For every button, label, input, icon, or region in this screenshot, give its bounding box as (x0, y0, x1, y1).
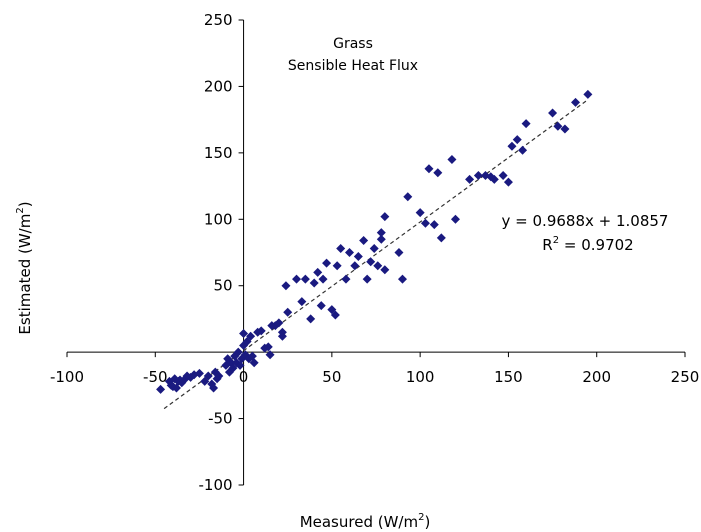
data-point (521, 119, 531, 129)
y-tick-label: -50 (208, 410, 233, 428)
data-point (283, 307, 293, 317)
data-point (507, 141, 517, 151)
data-point (376, 234, 386, 244)
regression-equation: y = 0.9688x + 1.0857 (502, 212, 669, 230)
data-point (281, 281, 291, 291)
data-point (156, 384, 166, 394)
data-point (332, 261, 342, 271)
data-point (353, 251, 363, 261)
y-tick-label: -100 (199, 476, 233, 494)
x-tick-label: 0 (239, 368, 249, 386)
data-point (394, 248, 404, 257)
data-point (203, 371, 213, 381)
y-tick-label: 250 (204, 11, 233, 29)
data-point (171, 383, 181, 393)
data-point (313, 267, 323, 277)
data-point (263, 342, 273, 352)
data-point (235, 360, 245, 370)
data-point (246, 331, 256, 341)
data-point (336, 244, 346, 254)
data-point (415, 208, 425, 218)
data-point (316, 301, 326, 311)
data-point (465, 174, 475, 184)
data-point (518, 145, 528, 155)
data-point (433, 168, 443, 178)
data-point (366, 257, 376, 267)
data-point (297, 297, 307, 307)
y-tick-label: 100 (204, 210, 233, 228)
data-point (345, 248, 355, 257)
y-tick-label: 200 (204, 77, 233, 95)
y-axis-title: Estimated (W/m2) (15, 201, 34, 334)
data-point (362, 274, 372, 284)
data-point (553, 121, 563, 131)
data-point (249, 358, 259, 368)
data-point (341, 274, 351, 284)
data-point (274, 318, 284, 328)
data-point (560, 124, 570, 134)
data-point (350, 261, 360, 271)
x-tick-label: 200 (582, 368, 611, 386)
data-point (512, 135, 522, 145)
x-tick-label: 250 (671, 368, 700, 386)
data-point (420, 218, 430, 228)
data-point (214, 371, 224, 381)
x-tick-label: 150 (494, 368, 523, 386)
data-point (429, 220, 439, 230)
data-point (450, 214, 460, 224)
y-tick-label: 150 (204, 144, 233, 162)
data-point (300, 274, 310, 284)
data-point (239, 329, 249, 339)
data-points (156, 89, 593, 394)
x-tick-label: -50 (143, 368, 168, 386)
tick-labels: -100 -50 0 50 100 150 200 250 -100 -50 50 100 150 200… (50, 11, 699, 494)
data-point (380, 212, 390, 222)
data-point (403, 192, 413, 202)
data-point (194, 368, 204, 378)
data-point (322, 258, 332, 268)
chart-subtitle: Sensible Heat Flux (288, 58, 418, 74)
data-point (233, 347, 243, 357)
r-squared-label: R2 = 0.9702 (542, 235, 633, 254)
data-point (503, 177, 513, 187)
data-point (489, 174, 499, 184)
data-point (330, 310, 340, 320)
data-point (380, 265, 390, 275)
data-point (424, 164, 434, 174)
data-point (447, 155, 457, 164)
data-point (436, 233, 446, 243)
data-point (359, 236, 369, 246)
data-point (318, 274, 328, 284)
data-point (548, 108, 558, 118)
data-point (277, 327, 287, 337)
data-point (369, 244, 379, 254)
data-point (306, 314, 316, 324)
x-tick-label: -100 (50, 368, 84, 386)
y-tick-label: 50 (213, 277, 232, 295)
data-point (583, 89, 593, 99)
data-point (247, 351, 257, 361)
data-point (498, 170, 508, 180)
data-point (256, 326, 266, 336)
chart-title: Grass (333, 36, 373, 52)
data-point (571, 97, 581, 107)
data-point (473, 170, 483, 180)
data-point (376, 228, 386, 238)
x-axis-title: Measured (W/m2) (300, 512, 431, 531)
data-point (397, 274, 407, 284)
data-point (292, 274, 302, 284)
x-tick-label: 50 (322, 368, 341, 386)
data-point (373, 261, 383, 271)
data-point (309, 278, 319, 288)
data-point (265, 350, 275, 360)
x-tick-label: 100 (406, 368, 435, 386)
data-point (209, 383, 219, 393)
